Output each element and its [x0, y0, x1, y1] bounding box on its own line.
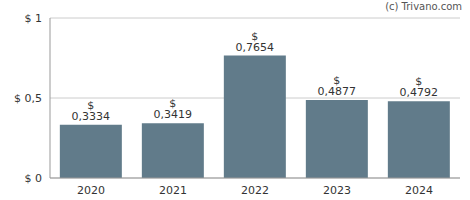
- svg-text:$0,4877: $0,4877: [318, 74, 357, 98]
- svg-text:2020: 2020: [77, 184, 105, 197]
- svg-text:$0,7654: $0,7654: [236, 30, 275, 54]
- svg-text:$0,3419: $0,3419: [154, 97, 193, 121]
- svg-text:2022: 2022: [241, 184, 269, 197]
- svg-text:2021: 2021: [159, 184, 187, 197]
- svg-text:2023: 2023: [323, 184, 351, 197]
- svg-text:$ 0: $ 0: [25, 172, 43, 185]
- svg-text:$ 1: $ 1: [25, 12, 43, 25]
- svg-text:2024: 2024: [405, 184, 433, 197]
- svg-text:$ 0,5: $ 0,5: [14, 92, 42, 105]
- html-text:(c) Trivano.com: (c) Trivano.com: [385, 1, 462, 12]
- svg-text:$0,4792: $0,4792: [400, 75, 439, 99]
- svg-text:$0,3334: $0,3334: [72, 99, 111, 123]
